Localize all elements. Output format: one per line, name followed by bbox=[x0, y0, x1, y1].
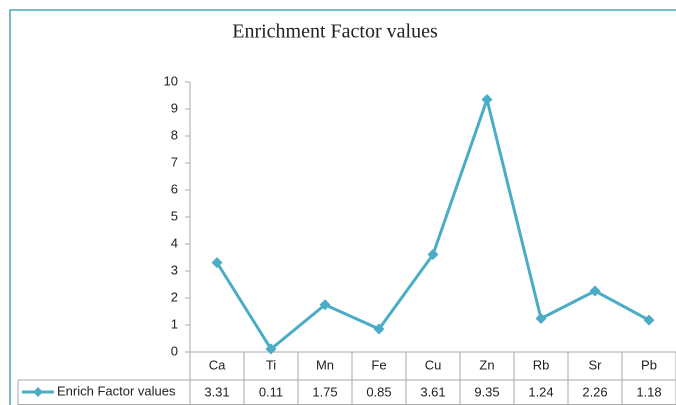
data-point bbox=[211, 257, 223, 269]
y-tick-label: 0 bbox=[171, 343, 178, 358]
y-tick-label: 7 bbox=[171, 154, 178, 169]
x-tick-label: Ti bbox=[266, 357, 276, 372]
x-tick-label: Pb bbox=[641, 357, 657, 372]
chart-title: Enrichment Factor values bbox=[232, 21, 438, 43]
table-value: 1.24 bbox=[528, 384, 553, 399]
x-tick-label: Zn bbox=[479, 357, 494, 372]
y-tick-label: 3 bbox=[171, 262, 178, 277]
y-tick-label: 5 bbox=[171, 208, 178, 223]
table-value: 1.75 bbox=[312, 384, 337, 399]
data-point bbox=[535, 313, 547, 325]
data-point bbox=[319, 299, 331, 311]
x-tick-label: Cu bbox=[425, 357, 442, 372]
x-tick-label: Rb bbox=[533, 357, 550, 372]
legend-label: Enrich Factor values bbox=[57, 383, 176, 398]
y-tick-label: 2 bbox=[171, 289, 178, 304]
y-tick-label: 6 bbox=[171, 181, 178, 196]
y-tick-label: 4 bbox=[171, 235, 178, 250]
data-point bbox=[643, 314, 655, 326]
y-tick-label: 10 bbox=[164, 73, 178, 88]
table-value: 2.26 bbox=[582, 384, 607, 399]
data-point bbox=[373, 323, 385, 335]
table-value: 3.61 bbox=[420, 384, 445, 399]
x-tick-label: Mn bbox=[316, 357, 334, 372]
data-point bbox=[481, 94, 493, 106]
data-point bbox=[265, 343, 277, 355]
x-tick-label: Fe bbox=[371, 357, 386, 372]
table-value: 9.35 bbox=[474, 384, 499, 399]
series-line bbox=[215, 98, 650, 351]
table-value: 0.85 bbox=[366, 384, 391, 399]
y-tick-label: 8 bbox=[171, 127, 178, 142]
y-tick-label: 1 bbox=[171, 316, 178, 331]
data-point bbox=[427, 249, 439, 261]
x-tick-label: Sr bbox=[589, 357, 603, 372]
data-point bbox=[589, 285, 601, 297]
table-value: 1.18 bbox=[636, 384, 661, 399]
table-value: 3.31 bbox=[204, 384, 229, 399]
chart-border bbox=[9, 9, 676, 405]
y-tick-label: 9 bbox=[171, 100, 178, 115]
x-tick-label: Ca bbox=[209, 357, 226, 372]
table-value: 0.11 bbox=[259, 384, 283, 399]
legend-marker bbox=[33, 387, 43, 397]
